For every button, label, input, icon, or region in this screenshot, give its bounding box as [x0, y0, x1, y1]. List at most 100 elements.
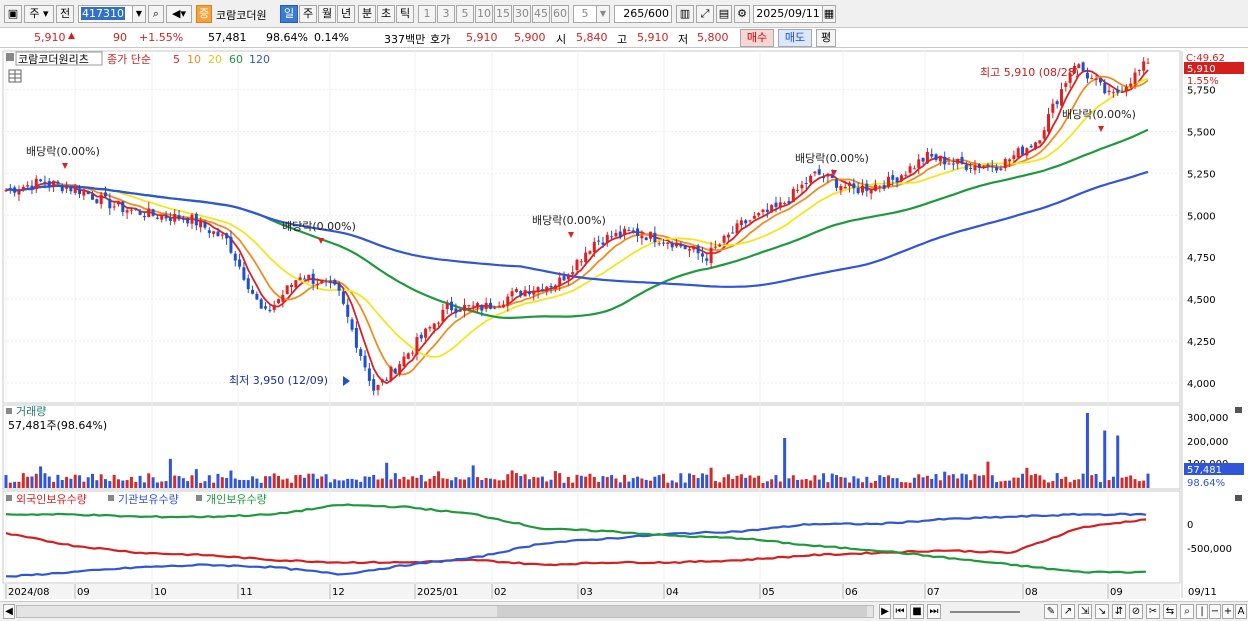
interval-10[interactable]: 10: [475, 5, 493, 23]
candle-body: [947, 163, 951, 165]
interval-15[interactable]: 15: [494, 5, 512, 23]
candle-body: [869, 189, 873, 194]
code-dropdown-icon[interactable]: ▼: [132, 5, 146, 23]
volume-bar: [60, 479, 64, 488]
volume-bar: [783, 438, 787, 488]
volume-bar: [882, 477, 886, 488]
scroll-track[interactable]: [16, 605, 874, 618]
draw-tool-1-icon[interactable]: ✎: [1044, 604, 1058, 619]
interval-dropdown-icon[interactable]: ▼: [596, 5, 610, 23]
interval-1[interactable]: 1: [418, 5, 436, 23]
candle-body: [787, 201, 791, 204]
scroll-thumb[interactable]: [497, 606, 867, 617]
candle-body: [411, 352, 415, 354]
candle-body: [311, 273, 315, 284]
sell-button[interactable]: 매도: [778, 29, 812, 47]
search-icon[interactable]: ⌕: [148, 5, 164, 23]
zoom-out-icon[interactable]: −: [1209, 604, 1221, 619]
draw-tool-6-icon[interactable]: ⊘: [1129, 604, 1143, 619]
volume-tag-text: 57,481: [1187, 465, 1222, 476]
window-icon[interactable]: ▣: [4, 5, 22, 23]
interval-30[interactable]: 30: [513, 5, 531, 23]
candle-body: [173, 214, 177, 222]
volume-bar: [1111, 476, 1115, 488]
stock-code-input[interactable]: 417310: [78, 5, 144, 23]
first-icon[interactable]: ⏮: [893, 604, 907, 619]
candle-body: [402, 356, 406, 367]
font-size-icon[interactable]: A: [1235, 604, 1247, 619]
dividend-marker-icon: [318, 238, 324, 244]
holding-close-icon[interactable]: [1235, 495, 1242, 501]
draw-tool-5-icon[interactable]: ⇵: [1112, 604, 1126, 619]
date-input[interactable]: 2025/09/11: [753, 5, 823, 23]
x-axis-label: 09: [1110, 587, 1123, 598]
candle-body: [1133, 72, 1137, 84]
draw-tool-2-icon[interactable]: ↗: [1061, 604, 1075, 619]
period-minute-tab[interactable]: 분: [358, 5, 376, 23]
volume-menu-icon[interactable]: [6, 408, 12, 414]
period-month-tab[interactable]: 월: [318, 5, 336, 23]
interval-input[interactable]: 5: [573, 5, 597, 23]
volume-bar: [553, 471, 557, 488]
candle-body: [674, 242, 678, 247]
dividend-annotation: 배당락(0.00%): [1062, 108, 1136, 121]
volume-bar: [125, 480, 129, 488]
candle-type-icon[interactable]: ▥: [676, 5, 694, 23]
buy-button[interactable]: 매수: [740, 29, 774, 47]
zoom-slider[interactable]: [950, 611, 1020, 613]
candle-body: [1120, 91, 1124, 93]
draw-tool-7-icon[interactable]: ✂: [1146, 604, 1160, 619]
candle-body: [835, 179, 839, 188]
scroll-left-icon[interactable]: ◀: [3, 604, 15, 619]
evaluation-button[interactable]: 평: [816, 29, 836, 47]
candle-body: [856, 187, 860, 194]
volume-bar: [255, 478, 259, 488]
calendar-icon[interactable]: ▦: [822, 5, 836, 23]
period-day-tab[interactable]: 일: [280, 5, 298, 23]
type-select[interactable]: 주 ▾: [24, 5, 54, 23]
candle-body: [1021, 146, 1025, 155]
volume-bar: [848, 482, 852, 488]
volume-bar: [757, 475, 761, 488]
zoom-in-icon[interactable]: +: [1222, 604, 1234, 619]
candle-body: [908, 166, 912, 173]
scroll-right-icon[interactable]: ▶: [879, 604, 891, 619]
interval-3[interactable]: 3: [437, 5, 455, 23]
period-second-tab[interactable]: 초: [377, 5, 395, 23]
draw-tool-8-icon[interactable]: ⇆: [1163, 604, 1177, 619]
panel-menu-icon[interactable]: [6, 53, 14, 61]
candle-body: [1003, 159, 1007, 168]
prev-button[interactable]: 전: [56, 5, 74, 23]
stock-chart[interactable]: 코람코더원리츠 종가 단순 5 10 20 60 120 C:49.62 5,9…: [0, 48, 1248, 601]
period-year-tab[interactable]: 년: [337, 5, 355, 23]
speaker-icon[interactable]: ◀▾: [166, 5, 192, 23]
interval-45[interactable]: 45: [532, 5, 550, 23]
draw-tool-4-icon[interactable]: ↘: [1095, 604, 1109, 619]
interval-60[interactable]: 60: [551, 5, 569, 23]
interval-5[interactable]: 5: [456, 5, 474, 23]
candle-body: [341, 291, 345, 304]
volume-bar: [91, 473, 95, 488]
candle-body: [1146, 62, 1150, 64]
stop-icon[interactable]: ■: [910, 604, 924, 619]
period-tick-tab[interactable]: 틱: [396, 5, 414, 23]
period-week-tab[interactable]: 주: [299, 5, 317, 23]
holding-line-1: [5, 512, 1147, 578]
volume-bar: [30, 476, 34, 488]
holding-tick-neg500k: -500,000: [1187, 544, 1232, 555]
volume-close-icon[interactable]: [1235, 407, 1242, 413]
zoom-search-icon[interactable]: ⌕: [1180, 604, 1194, 619]
settings-gear-icon[interactable]: ⚙: [734, 5, 750, 23]
candle-body: [290, 284, 293, 287]
draw-tool-3-icon[interactable]: ⇲: [1078, 604, 1092, 619]
candle-body: [1051, 103, 1055, 113]
candle-body: [670, 242, 674, 248]
holding-menu-icon[interactable]: [6, 495, 12, 501]
last-icon[interactable]: ⏭: [927, 604, 941, 619]
volume-bar: [653, 476, 657, 488]
count-input[interactable]: 265/600: [614, 5, 672, 23]
crosshair-icon[interactable]: ⤢: [696, 5, 714, 23]
candle-body: [584, 252, 588, 263]
save-icon[interactable]: ▤: [716, 5, 732, 23]
candle-body: [160, 215, 164, 220]
